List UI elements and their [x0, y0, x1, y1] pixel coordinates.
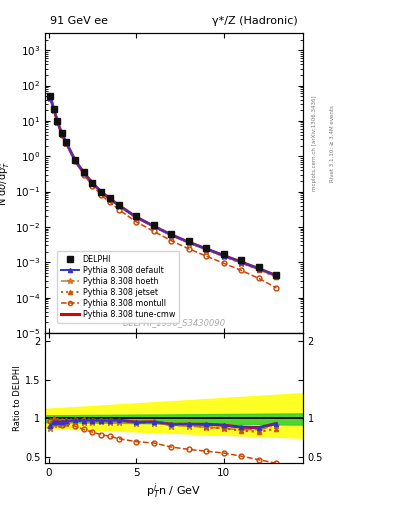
Text: mcplots.cern.ch [arXiv:1306.3436]: mcplots.cern.ch [arXiv:1306.3436] — [312, 96, 318, 191]
Y-axis label: Ratio to DELPHI: Ratio to DELPHI — [13, 366, 22, 431]
Text: DELPHI_1996_S3430090: DELPHI_1996_S3430090 — [122, 318, 226, 327]
Legend: DELPHI, Pythia 8.308 default, Pythia 8.308 hoeth, Pythia 8.308 jetset, Pythia 8.: DELPHI, Pythia 8.308 default, Pythia 8.3… — [57, 251, 179, 323]
Text: γ*/Z (Hadronic): γ*/Z (Hadronic) — [212, 16, 298, 26]
X-axis label: p$_T^i$n / GeV: p$_T^i$n / GeV — [146, 481, 202, 501]
Text: Rivet 3.1.10; ≥ 3.4M events: Rivet 3.1.10; ≥ 3.4M events — [330, 105, 335, 182]
Y-axis label: N d$\sigma$/dp$_T^n$: N d$\sigma$/dp$_T^n$ — [0, 161, 12, 206]
Text: 91 GeV ee: 91 GeV ee — [50, 16, 108, 26]
